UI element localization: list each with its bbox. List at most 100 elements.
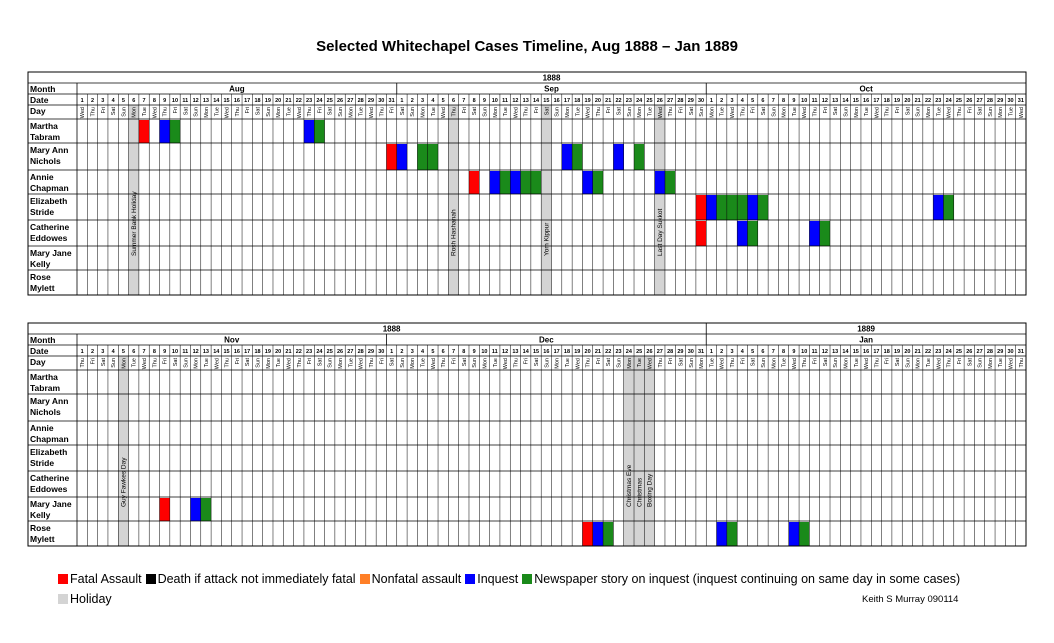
date-label: 2 <box>720 98 723 104</box>
event-newspaper <box>499 171 511 194</box>
weekday-label: Wed <box>586 107 592 118</box>
weekday-label: Mon <box>771 358 777 369</box>
event-inquest <box>706 195 717 220</box>
date-label: 12 <box>512 98 518 104</box>
date-label: 1 <box>710 349 713 355</box>
legend-holiday: Holiday <box>58 592 112 606</box>
victim-name: Tabram <box>30 383 61 393</box>
event-fatal-assault <box>468 171 480 194</box>
event-inquest <box>159 120 170 143</box>
date-label: 2 <box>400 349 403 355</box>
date-label: 25 <box>636 349 642 355</box>
date-label: 6 <box>132 349 135 355</box>
date-label: 29 <box>677 349 683 355</box>
event-inquest <box>747 195 758 220</box>
weekday-label: Mon <box>410 358 416 369</box>
date-label: 13 <box>203 98 209 104</box>
event-inquest <box>396 144 408 170</box>
date-label: 11 <box>812 349 818 355</box>
weekday-label: Fri <box>751 107 757 113</box>
event-inquest <box>809 221 820 246</box>
event-newspaper <box>427 144 439 170</box>
date-label: 3 <box>730 349 733 355</box>
date-label: 8 <box>473 98 476 104</box>
date-label: 15 <box>543 98 549 104</box>
victim-name: Eddowes <box>30 484 68 494</box>
weekday-label: Mon <box>348 107 354 118</box>
year-label: 1888 <box>543 74 561 83</box>
weekday-label: Wed <box>874 107 880 118</box>
date-label: 1 <box>390 349 393 355</box>
month-label: Sep <box>544 85 559 94</box>
weekday-label: Fri <box>307 358 313 364</box>
weekday-label: Sat <box>823 358 829 367</box>
event-fatal-assault <box>695 221 707 246</box>
date-label: 30 <box>1007 349 1013 355</box>
holiday-label: Yom Kippur <box>544 222 551 256</box>
date-label: 20 <box>904 349 910 355</box>
weekday-label: Fri <box>101 107 107 113</box>
weekday-label: Sat <box>617 107 623 116</box>
weekday-label: Tue <box>276 358 282 367</box>
legend-swatch-red <box>58 574 68 584</box>
victim-name: Nichols <box>30 156 61 166</box>
date-label: 5 <box>442 98 445 104</box>
victim-name: Tabram <box>30 132 61 142</box>
weekday-label: Tue <box>214 107 220 116</box>
date-label: 10 <box>492 98 498 104</box>
date-label: 22 <box>296 349 302 355</box>
date-label: 8 <box>782 98 785 104</box>
holiday-column <box>448 105 459 295</box>
event-newspaper <box>572 144 583 170</box>
date-label: 5 <box>122 98 125 104</box>
weekday-label: Thu <box>80 358 86 367</box>
weekday-label: Sun <box>400 358 406 368</box>
weekday-label: Sun <box>328 358 334 368</box>
date-label: 14 <box>213 349 220 355</box>
weekday-label: Sun <box>266 107 272 117</box>
weekday-label: Sat <box>895 358 901 367</box>
weekday-label: Sun <box>689 358 695 368</box>
weekday-label: Sun <box>482 107 488 117</box>
event-fatal-assault <box>695 195 707 220</box>
victim-name: Mary Ann <box>30 396 68 406</box>
date-label: 25 <box>646 98 652 104</box>
event-newspaper <box>169 120 181 143</box>
legend-label: Death if attack not immediately fatal <box>157 572 356 586</box>
holiday-label: Summer Bank Holiday <box>131 191 138 256</box>
date-label: 2 <box>91 98 94 104</box>
weekday-label: Thu <box>658 358 664 367</box>
victim-name: Mary Jane <box>30 499 72 509</box>
event-inquest <box>561 144 573 170</box>
date-label: 17 <box>873 98 879 104</box>
legend-nonfatal-assault: Nonfatal assault <box>359 572 462 586</box>
event-newspaper <box>943 195 954 220</box>
date-label: 17 <box>244 349 250 355</box>
weekday-label: Wed <box>720 358 726 369</box>
weekday-label: Thu <box>957 107 963 116</box>
date-label: 27 <box>347 98 353 104</box>
weekday-label: Sat <box>328 107 334 116</box>
date-label: 21 <box>915 349 921 355</box>
weekday-label: Wed <box>214 358 220 369</box>
date-label: 16 <box>554 98 560 104</box>
weekday-label: Sat <box>111 107 117 116</box>
weekday-label: Wed <box>730 107 736 118</box>
date-label: 12 <box>193 349 199 355</box>
date-label: 27 <box>667 98 673 104</box>
holiday-label: Last Day Sukkot <box>657 208 664 256</box>
weekday-label: Sun <box>699 107 705 117</box>
month-label: Aug <box>229 85 245 94</box>
weekday-label: Mon <box>998 107 1004 118</box>
weekday-label: Mon <box>782 107 788 118</box>
weekday-label: Wed <box>152 107 158 118</box>
victim-name: Kelly <box>30 510 51 520</box>
victim-name: Rose <box>30 523 51 533</box>
date-label: 24 <box>316 349 323 355</box>
weekday-label: Sat <box>390 358 396 367</box>
event-newspaper <box>314 120 325 143</box>
legend-label: Nonfatal assault <box>371 572 462 586</box>
event-inquest <box>592 522 604 546</box>
date-label: 12 <box>502 349 508 355</box>
weekday-label: Sat <box>462 358 468 367</box>
